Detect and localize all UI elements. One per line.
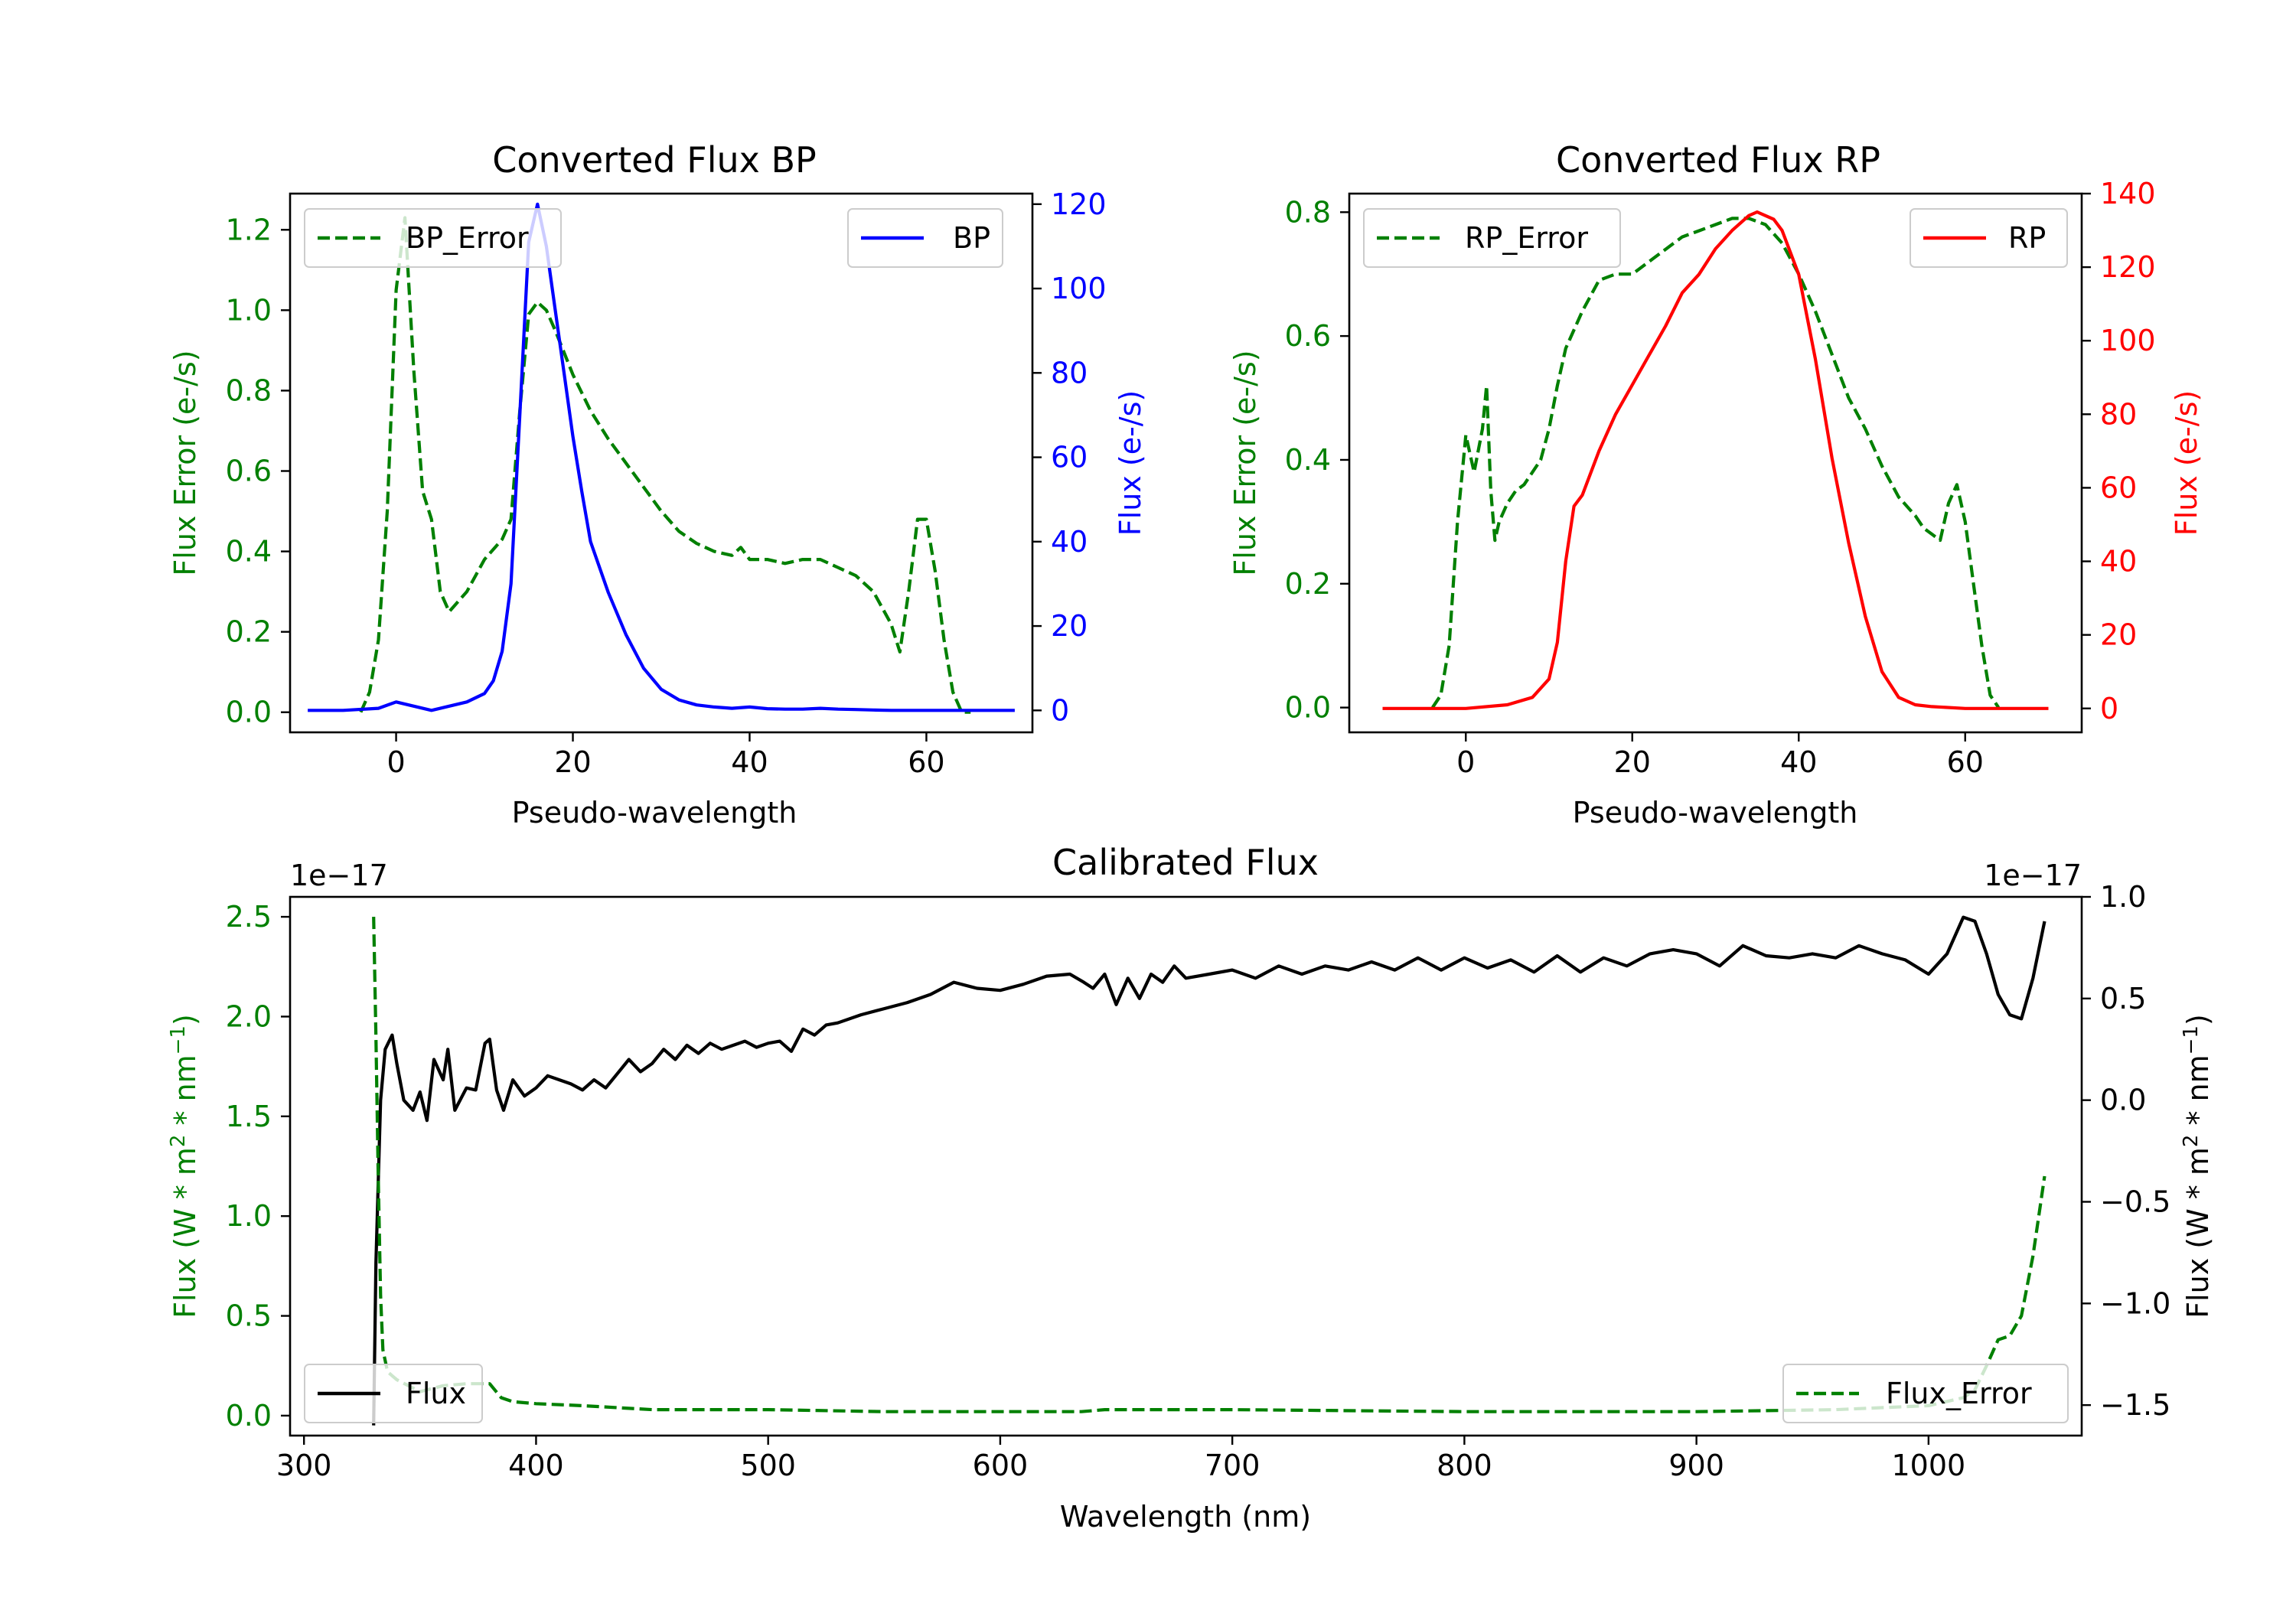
cal-legend-left: Flux xyxy=(304,1364,483,1423)
rp-xtick-label: 40 xyxy=(1780,745,1817,779)
bp-xtick-label: 20 xyxy=(554,745,591,779)
cal-ytick-left-label: 2.0 xyxy=(226,999,272,1033)
cal-title: Calibrated Flux xyxy=(1052,842,1319,883)
cal-offset-right: 1e−17 xyxy=(1984,859,2082,892)
cal-legend-right: Flux_Error xyxy=(1782,1364,2069,1423)
rp-ytick-left-label: 0.6 xyxy=(1285,319,1331,353)
rp-ytick-left-label: 0.4 xyxy=(1285,443,1331,477)
cal-ytick-left-label: 0.5 xyxy=(226,1299,272,1333)
cal-flux-legend-label: Flux xyxy=(406,1377,466,1410)
bp-title: Converted Flux BP xyxy=(492,139,817,181)
cal-ytick-right-label: −0.5 xyxy=(2100,1185,2170,1218)
bp-series-bp-error xyxy=(359,216,971,714)
cal-xtick-label: 600 xyxy=(973,1449,1029,1482)
bp-xtick-label: 40 xyxy=(731,745,768,779)
rp-ylabel-left: Flux Error (e-/s) xyxy=(1228,350,1262,575)
rp-panel: Converted Flux RP 0 20 40 60 0.0 0.2 0.4 0.6 0.8… xyxy=(1228,139,2203,830)
bp-ylabel-right: Flux (e-/s) xyxy=(1114,390,1147,536)
bp-xtick-label: 0 xyxy=(386,745,405,779)
cal-ytick-right-label: 1.0 xyxy=(2100,880,2146,914)
rp-ytick-right-label: 20 xyxy=(2100,618,2137,652)
bp-error-legend-label: BP_Error xyxy=(406,221,529,255)
cal-ylabel-right: Flux (W * m2 * nm−1) xyxy=(2180,1014,2215,1319)
bp-ytick-left-label: 0.6 xyxy=(226,455,272,488)
bp-ytick-right-label: 40 xyxy=(1051,525,1088,559)
rp-error-legend-label: RP_Error xyxy=(1465,221,1588,255)
rp-frame xyxy=(1348,192,2083,734)
rp-ytick-right-label: 100 xyxy=(2100,324,2156,357)
rp-ytick-right-label: 40 xyxy=(2100,545,2137,579)
bp-ytick-right-label: 120 xyxy=(1051,187,1107,221)
bp-xtick-label: 60 xyxy=(908,745,944,779)
bp-ytick-right-label: 0 xyxy=(1051,693,1069,727)
bp-ytick-left-label: 0.2 xyxy=(226,615,272,649)
cal-error-legend-label: Flux_Error xyxy=(1886,1377,2032,1410)
cal-ytick-right-label: −1.5 xyxy=(2100,1388,2170,1422)
bp-ytick-left-label: 1.0 xyxy=(226,293,272,327)
bp-ytick-right-label: 60 xyxy=(1051,441,1088,474)
rp-ytick-right-label: 140 xyxy=(2100,177,2156,210)
rp-legend-label: RP xyxy=(2008,221,2046,255)
bp-ylabel-left: Flux Error (e-/s) xyxy=(168,350,202,575)
cal-xtick-label: 800 xyxy=(1437,1449,1492,1482)
cal-xtick-label: 400 xyxy=(508,1449,564,1482)
bp-xlabel: Pseudo-wavelength xyxy=(512,796,797,830)
bp-ytick-left-label: 0.8 xyxy=(226,373,272,407)
bp-legend-left: BP_Error xyxy=(304,208,562,268)
rp-legend-left: RP_Error xyxy=(1363,208,1621,268)
cal-offset-left: 1e−17 xyxy=(290,859,388,892)
rp-ytick-left-label: 0.0 xyxy=(1285,691,1331,725)
bp-ytick-right-label: 100 xyxy=(1051,272,1107,305)
rp-title: Converted Flux RP xyxy=(1556,139,1880,181)
bp-legend-label: BP xyxy=(953,221,990,255)
bp-series-bp xyxy=(308,202,1015,712)
bp-ytick-left-label: 0.4 xyxy=(226,535,272,569)
bp-panel: Converted Flux BP 0 20 40 60 0.0 0.2 0.4 0.6 0.8… xyxy=(168,139,1147,830)
cal-ytick-right-label: 0.0 xyxy=(2100,1084,2146,1117)
rp-xtick-label: 0 xyxy=(1456,745,1475,779)
calibrated-panel: Calibrated Flux 300 400 500 600 700 800 900 100… xyxy=(167,842,2215,1534)
cal-ytick-left-label: 2.5 xyxy=(226,900,272,934)
rp-series-rp-error xyxy=(1431,217,2001,709)
cal-xtick-label: 500 xyxy=(740,1449,796,1482)
rp-ylabel-right: Flux (e-/s) xyxy=(2170,390,2203,536)
bp-ytick-right-label: 20 xyxy=(1051,609,1088,643)
cal-xtick-label: 900 xyxy=(1668,1449,1724,1482)
cal-frame xyxy=(289,895,2083,1437)
cal-ytick-right-label: 0.5 xyxy=(2100,982,2146,1015)
rp-ytick-right-label: 0 xyxy=(2100,692,2118,725)
cal-series-flux xyxy=(372,915,2047,1426)
bp-legend-right: BP xyxy=(847,208,1003,268)
cal-xlabel: Wavelength (nm) xyxy=(1060,1500,1311,1534)
rp-ytick-right-label: 60 xyxy=(2100,471,2137,504)
rp-xtick-label: 60 xyxy=(1947,745,1984,779)
rp-xlabel: Pseudo-wavelength xyxy=(1573,796,1858,830)
cal-ytick-right-label: −1.0 xyxy=(2100,1286,2170,1320)
rp-ytick-right-label: 120 xyxy=(2100,250,2156,284)
rp-ytick-right-label: 80 xyxy=(2100,397,2137,431)
cal-xtick-label: 700 xyxy=(1205,1449,1261,1482)
cal-xtick-label: 300 xyxy=(276,1449,332,1482)
cal-ytick-left-label: 1.0 xyxy=(226,1199,272,1233)
cal-xtick-label: 1000 xyxy=(1892,1449,1966,1482)
rp-series-rp xyxy=(1382,210,2049,710)
bp-ytick-right-label: 80 xyxy=(1051,356,1088,390)
bp-ytick-left-label: 1.2 xyxy=(226,213,272,246)
rp-ytick-left-label: 0.2 xyxy=(1285,567,1331,601)
rp-ytick-left-label: 0.8 xyxy=(1285,195,1331,229)
cal-ylabel-left: Flux (W * m2 * nm−1) xyxy=(167,1014,202,1319)
rp-xtick-label: 20 xyxy=(1614,745,1651,779)
bp-ytick-left-label: 0.0 xyxy=(226,696,272,729)
cal-ytick-left-label: 1.5 xyxy=(226,1100,272,1133)
cal-ytick-left-label: 0.0 xyxy=(226,1399,272,1433)
bp-frame xyxy=(289,192,1034,734)
rp-legend-right: RP xyxy=(1910,208,2068,268)
